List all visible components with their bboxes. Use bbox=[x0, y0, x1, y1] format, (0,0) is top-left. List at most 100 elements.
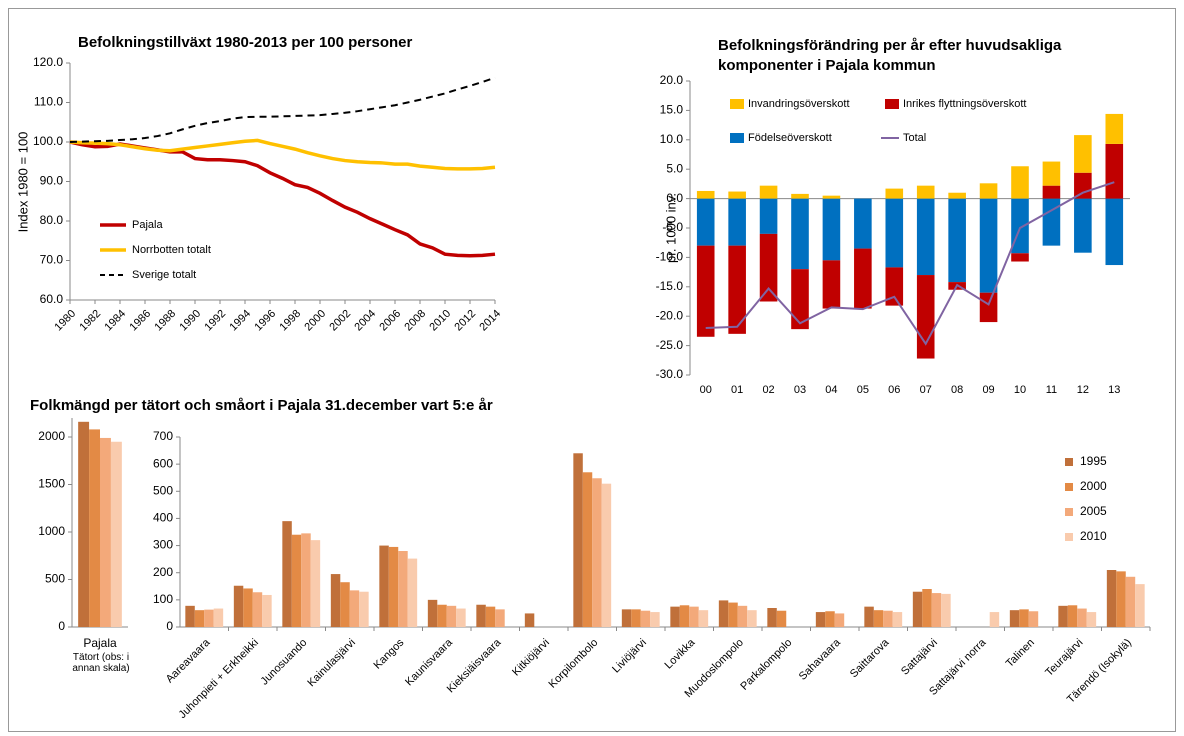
legend-label: Födelseöverskott bbox=[748, 132, 832, 144]
bar bbox=[1125, 576, 1136, 627]
chart-title: komponenter i Pajala kommun bbox=[718, 57, 936, 74]
y-tick-label: 120.0 bbox=[33, 55, 63, 69]
x-tick-label: 13 bbox=[1108, 384, 1120, 396]
bar bbox=[834, 613, 845, 627]
y-tick-label: 90.0 bbox=[40, 174, 64, 188]
bar bbox=[233, 585, 244, 627]
bar bbox=[194, 610, 205, 627]
bar bbox=[78, 421, 90, 627]
line-series bbox=[705, 181, 1115, 346]
bar bbox=[573, 453, 583, 627]
bar bbox=[822, 198, 841, 261]
y-tick-label: -20.0 bbox=[656, 308, 684, 322]
bar bbox=[1116, 571, 1126, 627]
bar bbox=[825, 611, 835, 627]
bar bbox=[340, 582, 350, 627]
bar bbox=[1074, 172, 1092, 199]
y-tick-label: 500 bbox=[153, 483, 173, 497]
bar bbox=[185, 605, 195, 627]
bar bbox=[916, 275, 935, 359]
y-tick-label: 700 bbox=[153, 429, 173, 443]
y-tick-label: 80.0 bbox=[40, 213, 64, 227]
y-tick-label: 5.0 bbox=[666, 161, 683, 175]
bar bbox=[815, 612, 826, 627]
bar bbox=[948, 198, 966, 283]
bar bbox=[791, 193, 809, 199]
bar bbox=[854, 248, 872, 309]
bar bbox=[1019, 609, 1029, 627]
bar bbox=[1105, 143, 1124, 199]
bar bbox=[1058, 605, 1068, 627]
x-tick-label: 03 bbox=[794, 384, 806, 396]
bar bbox=[791, 198, 809, 270]
bar bbox=[885, 198, 904, 268]
y-tick-label: 100 bbox=[153, 592, 173, 606]
bar bbox=[892, 612, 903, 627]
bar bbox=[407, 558, 418, 627]
x-tick-label: 08 bbox=[951, 384, 963, 396]
y-axis-label: pr. 1000 inv. bbox=[663, 193, 678, 263]
bar bbox=[437, 604, 447, 627]
y-tick-label: 0 bbox=[166, 619, 173, 633]
bar bbox=[922, 589, 932, 627]
bar bbox=[916, 198, 935, 276]
x-tick-label: 01 bbox=[731, 384, 743, 396]
bar bbox=[1077, 608, 1087, 627]
bar bbox=[941, 593, 951, 627]
bar bbox=[696, 198, 715, 246]
legend-swatch bbox=[1065, 533, 1073, 541]
bar bbox=[670, 606, 680, 627]
bar bbox=[398, 551, 408, 627]
legend-label: Pajala bbox=[132, 219, 163, 231]
bar bbox=[282, 521, 292, 627]
legend-swatch bbox=[1065, 458, 1073, 466]
bar bbox=[916, 185, 935, 199]
y-tick-label: -10.0 bbox=[656, 250, 684, 264]
legend-label: Total bbox=[903, 132, 926, 144]
x-tick-label: 12 bbox=[1077, 384, 1089, 396]
chart-title: Folkmängd per tätort och småort i Pajala… bbox=[30, 397, 493, 414]
legend-label: 2005 bbox=[1080, 504, 1107, 518]
bar bbox=[885, 267, 904, 306]
y-tick-label: -25.0 bbox=[656, 338, 684, 352]
legend-swatch bbox=[730, 99, 744, 109]
y-tick-label: 110.0 bbox=[34, 95, 63, 109]
y-tick-label: -30.0 bbox=[656, 367, 684, 381]
bar bbox=[1106, 570, 1117, 627]
x-tick-label: 02 bbox=[762, 384, 774, 396]
legend-swatch bbox=[1065, 483, 1073, 491]
bar bbox=[631, 609, 641, 627]
bar bbox=[1042, 185, 1061, 199]
bar bbox=[310, 540, 321, 627]
bar bbox=[204, 609, 214, 627]
bar bbox=[1042, 161, 1061, 186]
bar bbox=[759, 233, 778, 302]
category-note: Tätort (obs: i annan skala) bbox=[72, 652, 130, 674]
bar bbox=[446, 605, 457, 627]
x-tick-label: 05 bbox=[857, 384, 869, 396]
bar bbox=[689, 606, 699, 627]
y-tick-label: -5.0 bbox=[662, 220, 683, 234]
bar bbox=[822, 195, 841, 199]
bar bbox=[582, 472, 593, 627]
y-tick-label: 600 bbox=[153, 456, 173, 470]
legend-swatch bbox=[730, 133, 744, 143]
bar bbox=[388, 546, 399, 627]
bar bbox=[979, 183, 998, 199]
bar bbox=[873, 610, 884, 627]
bar bbox=[476, 604, 486, 627]
bar bbox=[524, 613, 535, 627]
bar bbox=[1011, 253, 1029, 262]
bar bbox=[650, 612, 660, 627]
x-tick-label: 07 bbox=[920, 384, 932, 396]
y-tick-label: 100.0 bbox=[33, 134, 63, 148]
bar bbox=[640, 610, 651, 627]
bar bbox=[864, 606, 874, 627]
legend-label: Inrikes flyttningsöverskott bbox=[903, 98, 1027, 110]
legend-label: Invandringsöverskott bbox=[748, 98, 850, 110]
bar bbox=[359, 591, 369, 627]
y-tick-label: 20.0 bbox=[660, 73, 684, 87]
x-tick-label: 10 bbox=[1014, 384, 1026, 396]
bar bbox=[948, 192, 966, 199]
legend-swatch bbox=[1065, 508, 1073, 516]
